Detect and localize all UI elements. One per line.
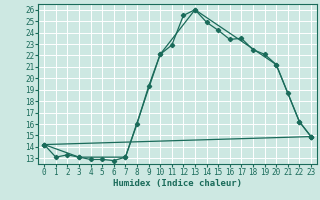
X-axis label: Humidex (Indice chaleur): Humidex (Indice chaleur)	[113, 179, 242, 188]
